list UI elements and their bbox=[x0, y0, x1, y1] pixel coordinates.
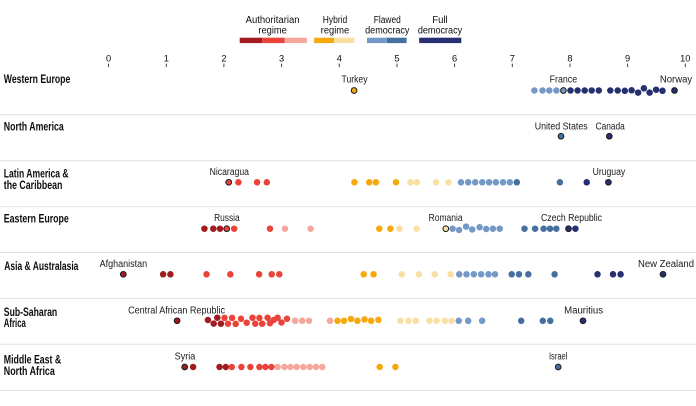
svg-text:1: 1 bbox=[164, 53, 169, 63]
svg-text:Uruguay: Uruguay bbox=[593, 167, 626, 178]
svg-text:10: 10 bbox=[680, 53, 690, 63]
svg-text:democracy: democracy bbox=[365, 26, 409, 37]
svg-text:Canada: Canada bbox=[596, 121, 626, 132]
svg-text:7: 7 bbox=[510, 53, 515, 63]
svg-text:4: 4 bbox=[337, 53, 342, 63]
svg-text:Western Europe: Western Europe bbox=[4, 72, 71, 86]
svg-text:Latin America &: Latin America & bbox=[4, 167, 69, 181]
svg-text:Turkey: Turkey bbox=[342, 74, 368, 85]
svg-text:Hybrid: Hybrid bbox=[323, 15, 348, 26]
svg-text:3: 3 bbox=[279, 53, 284, 63]
svg-text:Romania: Romania bbox=[429, 213, 464, 224]
svg-text:Sub-Saharan: Sub-Saharan bbox=[4, 305, 57, 319]
svg-text:United States: United States bbox=[535, 121, 588, 132]
svg-text:Czech Republic: Czech Republic bbox=[541, 213, 602, 224]
svg-text:North America: North America bbox=[4, 120, 64, 134]
svg-text:democracy: democracy bbox=[418, 26, 462, 37]
svg-text:Syria: Syria bbox=[175, 352, 196, 363]
svg-text:Asia & Australasia: Asia & Australasia bbox=[4, 259, 78, 273]
svg-text:Central African Republic: Central African Republic bbox=[128, 305, 225, 316]
svg-text:9: 9 bbox=[625, 53, 630, 63]
svg-text:Norway: Norway bbox=[660, 74, 692, 85]
svg-text:2: 2 bbox=[221, 53, 226, 63]
svg-text:Africa: Africa bbox=[4, 316, 26, 330]
svg-text:regime: regime bbox=[258, 26, 287, 37]
svg-text:Middle East &: Middle East & bbox=[4, 353, 62, 367]
svg-text:Nicaragua: Nicaragua bbox=[210, 167, 250, 178]
svg-text:Authoritarian: Authoritarian bbox=[246, 15, 300, 26]
svg-text:0: 0 bbox=[106, 53, 111, 63]
svg-text:North Africa: North Africa bbox=[4, 364, 55, 378]
svg-text:Eastern Europe: Eastern Europe bbox=[4, 212, 69, 226]
svg-text:the Caribbean: the Caribbean bbox=[4, 178, 63, 192]
svg-text:Mauritius: Mauritius bbox=[564, 305, 603, 316]
svg-text:Full: Full bbox=[432, 15, 447, 26]
svg-text:Flawed: Flawed bbox=[374, 15, 401, 26]
svg-text:regime: regime bbox=[321, 26, 350, 37]
svg-text:New Zealand: New Zealand bbox=[638, 259, 694, 270]
svg-text:Afghanistan: Afghanistan bbox=[100, 259, 148, 270]
svg-text:5: 5 bbox=[394, 53, 399, 63]
svg-text:Russia: Russia bbox=[214, 213, 240, 224]
svg-text:8: 8 bbox=[567, 53, 572, 63]
svg-text:Israel: Israel bbox=[549, 352, 568, 363]
svg-text:6: 6 bbox=[452, 53, 457, 63]
svg-text:France: France bbox=[550, 74, 578, 85]
